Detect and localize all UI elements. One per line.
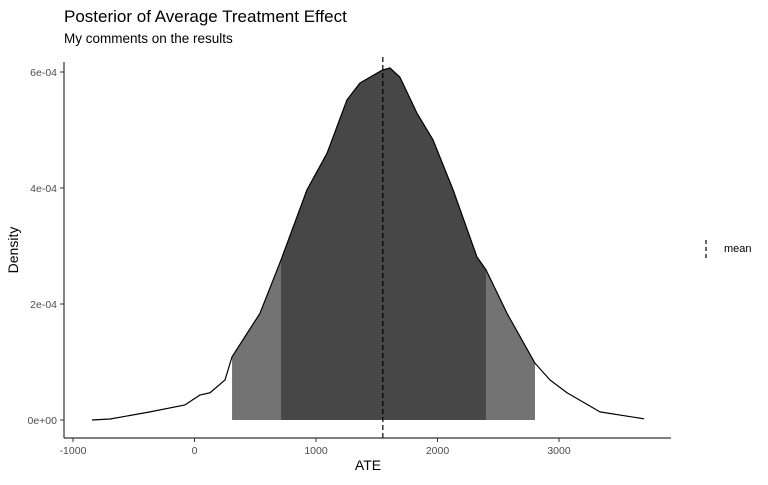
- y-tick-label: 6e-04: [30, 67, 57, 79]
- y-tick-label: 2e-04: [30, 299, 57, 311]
- y-axis-label: Density: [5, 227, 21, 274]
- x-tick-label: 3000: [547, 445, 571, 457]
- x-tick-label: 2000: [426, 445, 450, 457]
- x-tick-label: 1000: [304, 445, 328, 457]
- legend-mean-label: mean: [724, 243, 752, 255]
- x-tick-label: 0: [192, 445, 198, 457]
- density-curve: [91, 67, 645, 421]
- chart-subtitle: My comments on the results: [64, 31, 233, 46]
- x-tick-label: -1000: [60, 445, 87, 457]
- y-tick-label: 4e-04: [30, 183, 57, 195]
- legend: mean: [705, 240, 752, 258]
- chart-title: Posterior of Average Treatment Effect: [64, 7, 347, 26]
- x-axis-label: ATE: [355, 457, 381, 473]
- y-tick-label: 0e+00: [28, 415, 58, 427]
- inner-interval-area: [281, 67, 486, 420]
